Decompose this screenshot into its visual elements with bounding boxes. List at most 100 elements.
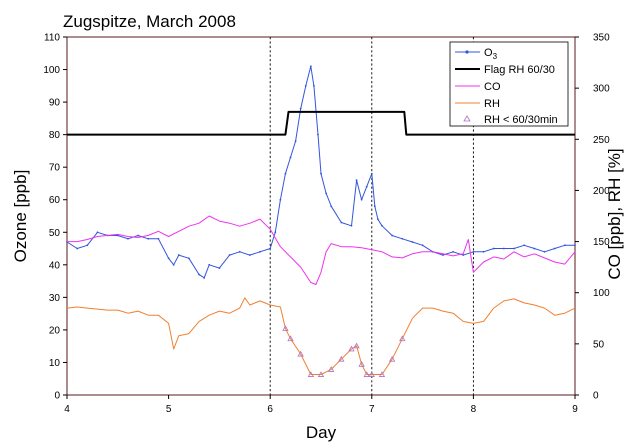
o3-point-58 (523, 244, 526, 247)
o3-point-28 (299, 107, 302, 110)
rh-below-marker-1 (287, 335, 294, 342)
o3-point-17 (218, 267, 221, 269)
rh-below-marker-3 (307, 371, 315, 377)
o3-point-3 (96, 231, 99, 234)
o3-point-23 (274, 231, 277, 234)
x-tick-label-4: 8 (471, 404, 477, 415)
o3-point-12 (177, 254, 180, 256)
y-left-tick-label-8: 80 (49, 130, 61, 141)
y-right-tick-label-1: 50 (593, 339, 605, 350)
series-o3-points (66, 65, 576, 279)
y-left-tick-label-2: 20 (49, 325, 61, 336)
o3-point-37 (350, 224, 353, 227)
y-right-tick-label-2: 100 (593, 288, 610, 299)
y-right-tick-label-0: 0 (593, 391, 599, 402)
o3-point-59 (533, 247, 536, 250)
o3-point-19 (238, 250, 241, 253)
chart-title: Zugspitze, March 2008 (63, 12, 236, 31)
legend-label-o3-base: O (484, 47, 493, 59)
rh-below-marker-13 (388, 355, 396, 362)
o3-point-20 (248, 254, 251, 256)
o3-point-45 (391, 234, 394, 237)
o3-point-41 (370, 172, 373, 175)
o3-point-30 (309, 65, 312, 68)
o3-point-46 (401, 237, 404, 240)
plot-frame (66, 36, 576, 396)
rh-below-marker-11 (368, 371, 375, 377)
rh-below-marker-8 (353, 342, 360, 349)
series-rh-below-markers (282, 325, 406, 377)
o3-point-15 (203, 276, 206, 279)
y-left-tick-label-3: 30 (49, 293, 61, 304)
x-tick-label-2: 6 (267, 404, 273, 415)
y-right-tick-label-6: 300 (593, 84, 610, 95)
legend-marker-rh-below (463, 115, 471, 122)
o3-point-57 (513, 247, 515, 250)
legend-label-rh-below: RH < 60/30min (484, 114, 558, 126)
o3-point-44 (381, 224, 383, 227)
o3-point-60 (543, 250, 546, 253)
rh-below-marker-2 (297, 350, 304, 357)
y-axis-right-label: CO [ppb], RH [%] (605, 148, 624, 279)
o3-point-8 (147, 237, 150, 240)
o3-point-13 (188, 257, 190, 260)
legend-label-o3-sub: 3 (493, 52, 498, 61)
o3-point-40 (365, 185, 368, 188)
legend-label-co: CO (484, 81, 501, 93)
o3-point-42 (373, 205, 376, 208)
o3-point-63 (574, 244, 576, 247)
rh-below-marker-10 (363, 371, 370, 377)
o3-point-14 (198, 273, 200, 276)
o3-point-56 (502, 247, 505, 250)
o3-point-50 (442, 254, 444, 256)
o3-point-11 (172, 263, 175, 266)
legend-box (449, 41, 569, 127)
o3-point-55 (492, 247, 495, 250)
rh-below-marker-7 (348, 345, 355, 352)
o3-point-27 (294, 140, 297, 143)
y-left-tick-label-4: 40 (49, 260, 61, 271)
x-axis: 4 5 6 7 8 9 (64, 395, 578, 415)
x-tick-label-3: 7 (369, 404, 375, 415)
o3-point-47 (411, 241, 414, 243)
o3-point-48 (421, 244, 424, 247)
o3-point-61 (553, 247, 556, 250)
y-right-tick-label-4: 200 (593, 186, 610, 197)
y-left-tick-label-11: 110 (44, 33, 60, 44)
rh-below-marker-5 (327, 366, 335, 372)
y-left-tick-label-1: 10 (49, 358, 61, 369)
o3-point-52 (462, 254, 465, 256)
o3-point-29 (304, 84, 307, 87)
o3-point-2 (86, 244, 89, 247)
o3-point-62 (563, 244, 566, 247)
y-axis-right: 0 50 100 150 200 250 300 350 (575, 33, 610, 402)
rh-below-marker-9 (358, 360, 365, 367)
o3-point-25 (284, 172, 287, 175)
o3-point-38 (355, 179, 358, 182)
series-o3-line (66, 65, 575, 279)
legend: O3 Flag RH 60/30 CO RH RH < 60/30min (449, 41, 569, 127)
o3-point-53 (472, 250, 475, 253)
legend-marker-o3 (465, 50, 469, 54)
y-right-tick-label-3: 150 (593, 237, 610, 248)
o3-point-39 (360, 198, 363, 201)
y-left-tick-label-0: 0 (54, 391, 60, 402)
o3-point-36 (340, 221, 343, 224)
rh-below-marker-0 (282, 325, 289, 331)
y-left-tick-label-7: 70 (49, 163, 61, 174)
series-co-line (67, 215, 576, 285)
o3-point-22 (269, 247, 272, 250)
y-left-tick-label-10: 100 (43, 65, 60, 76)
y-right-tick-label-5: 250 (593, 135, 610, 146)
plot-area (66, 36, 576, 396)
y-right-tick-label-7: 350 (593, 33, 610, 44)
o3-point-54 (482, 250, 485, 253)
rh-below-marker-4 (317, 371, 325, 377)
rh-below-marker-6 (338, 355, 345, 362)
o3-point-16 (208, 263, 211, 266)
o3-point-32 (317, 133, 319, 136)
y-left-tick-label-9: 90 (49, 98, 61, 109)
x-tick-label-1: 5 (166, 404, 172, 415)
o3-point-21 (259, 250, 261, 253)
